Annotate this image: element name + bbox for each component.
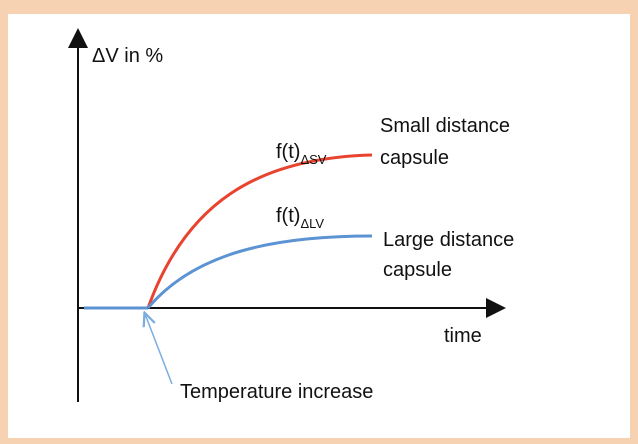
x-axis-label: time <box>444 325 482 347</box>
curve-large <box>146 234 373 309</box>
curve-label: f(t)ΔSV <box>276 141 327 167</box>
annotation: Temperature increase <box>180 381 373 403</box>
annotation-arrow <box>145 314 173 385</box>
y-axis-label: ΔV in % <box>92 45 163 67</box>
panel <box>8 14 630 438</box>
curve-name: Large distance <box>383 229 514 251</box>
curve-name: capsule <box>383 259 452 281</box>
curve-small <box>146 153 373 309</box>
curve-name: capsule <box>380 147 449 169</box>
curve-label: f(t)ΔLV <box>276 205 324 231</box>
curve-name: Small distance <box>380 115 510 137</box>
